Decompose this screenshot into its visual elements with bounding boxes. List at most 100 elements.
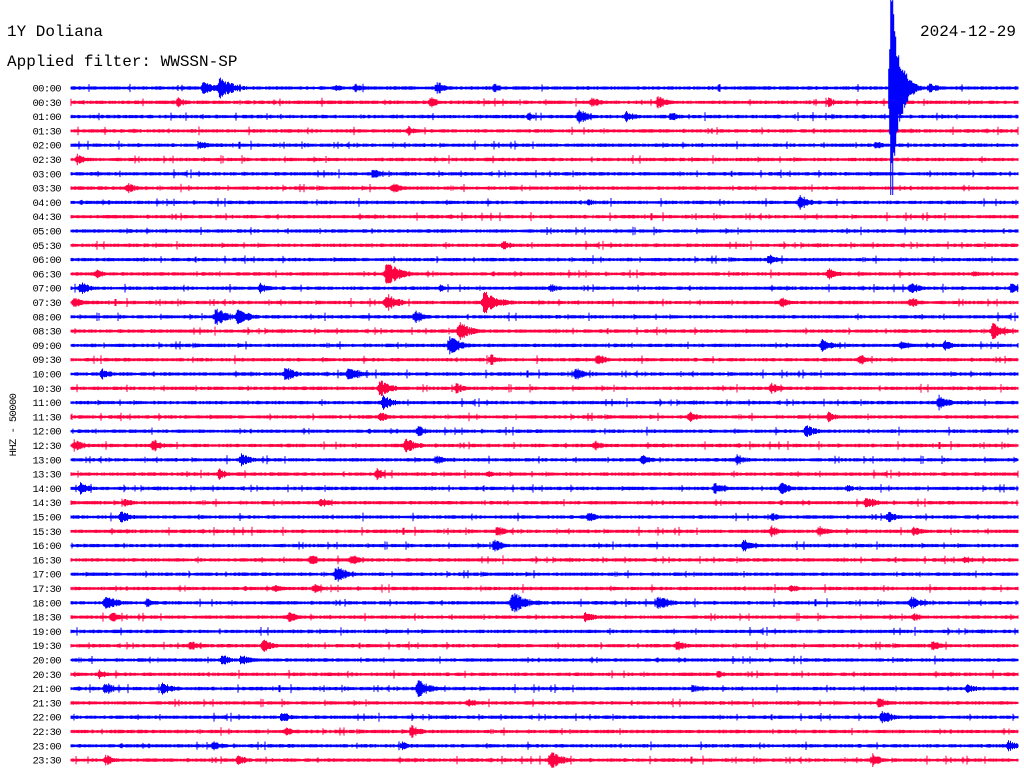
seismic-event bbox=[282, 727, 314, 736]
trace-row bbox=[70, 655, 1019, 665]
seismic-event bbox=[768, 513, 800, 521]
seismic-event bbox=[500, 241, 531, 250]
seismic-event bbox=[405, 126, 437, 136]
seismic-event bbox=[332, 566, 372, 582]
row-time-label: 18:00 bbox=[32, 598, 61, 610]
seismic-event bbox=[73, 153, 107, 166]
seismic-event bbox=[373, 468, 407, 481]
trace-row bbox=[70, 212, 1019, 222]
trace-row bbox=[70, 569, 1019, 579]
trace-row bbox=[70, 512, 1019, 522]
seismic-event bbox=[159, 682, 194, 695]
seismic-event bbox=[433, 455, 465, 464]
trace-row bbox=[70, 412, 1019, 422]
seismic-event bbox=[118, 511, 153, 523]
seismic-event bbox=[433, 82, 469, 94]
seismic-event bbox=[910, 613, 942, 621]
seismic-event bbox=[711, 483, 747, 494]
row-time-label: 01:00 bbox=[32, 112, 61, 124]
seismic-event bbox=[95, 669, 127, 680]
seismic-event bbox=[547, 752, 589, 768]
row-time-label: 20:30 bbox=[32, 670, 61, 682]
trace-row bbox=[70, 426, 1019, 436]
row-time-label: 13:30 bbox=[32, 470, 61, 482]
seismic-event bbox=[667, 113, 701, 121]
seismic-event bbox=[77, 282, 112, 294]
seismic-event bbox=[575, 109, 613, 124]
trace-row bbox=[70, 183, 1019, 193]
seismic-event bbox=[316, 498, 350, 507]
row-time-label: 11:30 bbox=[32, 412, 61, 424]
seismic-event bbox=[765, 254, 799, 265]
trace-row bbox=[70, 712, 1019, 722]
trace-row bbox=[70, 126, 1019, 136]
trace-row bbox=[70, 298, 1019, 307]
seismic-event bbox=[689, 684, 721, 693]
trace-row bbox=[70, 441, 1019, 450]
row-time-label: 17:30 bbox=[32, 584, 61, 596]
seismic-event bbox=[436, 284, 466, 292]
seismic-event bbox=[209, 741, 243, 751]
seismic-event bbox=[102, 683, 138, 694]
trace-row bbox=[70, 341, 1019, 350]
row-time-label: 00:00 bbox=[32, 84, 61, 96]
trace-row bbox=[70, 755, 1019, 765]
seismic-event bbox=[234, 309, 274, 325]
row-time-label: 02:00 bbox=[32, 141, 61, 153]
row-time-label: 20:00 bbox=[32, 656, 61, 668]
trace-row bbox=[70, 369, 1019, 379]
seismic-event bbox=[989, 323, 1019, 339]
seismic-event bbox=[844, 485, 873, 492]
seismic-event bbox=[964, 684, 997, 693]
seismic-event bbox=[351, 83, 383, 93]
seismic-event bbox=[77, 482, 112, 495]
seismic-event bbox=[777, 482, 813, 495]
seismic-event bbox=[525, 113, 555, 120]
seismic-event bbox=[897, 341, 931, 350]
seismic-event bbox=[149, 439, 185, 452]
trace-row bbox=[70, 541, 1019, 550]
seismic-event bbox=[282, 368, 320, 380]
seismic-event bbox=[102, 754, 136, 766]
trace-row bbox=[70, 140, 1019, 150]
date-label: 2024-12-29 bbox=[920, 23, 1016, 41]
filter-label: Applied filter: WWSSN-SP bbox=[7, 53, 237, 71]
seismic-event bbox=[815, 526, 849, 537]
seismic-event bbox=[777, 297, 811, 308]
seismic-event bbox=[238, 453, 273, 467]
seismic-event bbox=[1005, 740, 1018, 752]
row-time-label: 17:00 bbox=[32, 570, 61, 582]
seismic-event bbox=[739, 539, 775, 552]
seismic-event bbox=[856, 355, 890, 365]
row-time-label: 21:00 bbox=[32, 684, 61, 696]
trace-row bbox=[70, 312, 1019, 322]
row-time-label: 08:30 bbox=[32, 327, 61, 339]
row-time-label: 10:00 bbox=[32, 370, 61, 382]
seismic-event bbox=[787, 585, 819, 592]
trace-row bbox=[70, 383, 1019, 393]
row-time-label: 04:30 bbox=[32, 212, 61, 224]
row-time-label: 10:30 bbox=[32, 384, 61, 396]
seismic-event bbox=[490, 83, 522, 93]
seismic-event bbox=[383, 294, 425, 311]
row-time-label: 14:30 bbox=[32, 498, 61, 510]
row-time-label: 12:00 bbox=[32, 427, 61, 439]
seismic-event bbox=[70, 439, 106, 452]
seismic-event bbox=[910, 526, 944, 536]
row-time-label: 00:30 bbox=[32, 98, 61, 110]
seismic-event bbox=[92, 269, 124, 279]
row-time-label: 16:30 bbox=[32, 555, 61, 567]
station-title: 1Y Doliana bbox=[7, 23, 103, 41]
y-axis-label: HHZ - 50000 bbox=[8, 393, 20, 456]
row-time-label: 18:30 bbox=[32, 613, 61, 625]
row-time-label: 09:00 bbox=[32, 341, 61, 353]
seismic-event bbox=[108, 612, 142, 622]
trace-row bbox=[70, 498, 1019, 507]
seismic-event bbox=[215, 77, 261, 99]
row-time-label: 14:00 bbox=[32, 484, 61, 496]
trace-row bbox=[70, 455, 1019, 465]
seismic-event bbox=[654, 596, 694, 609]
seismic-event bbox=[907, 298, 941, 307]
seismic-event bbox=[260, 639, 296, 652]
seismic-event bbox=[411, 310, 447, 323]
